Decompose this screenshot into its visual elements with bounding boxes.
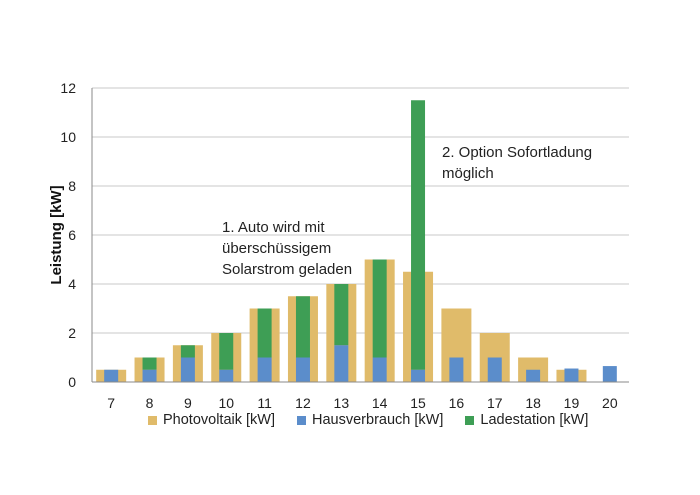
axes <box>91 88 629 383</box>
bar-ladestation-15 <box>411 100 426 370</box>
x-tick-label: 12 <box>295 395 311 411</box>
y-tick-label: 2 <box>68 325 76 341</box>
legend-swatch-ladestation <box>465 415 475 425</box>
bar-ladestation-14 <box>372 259 387 358</box>
x-tick-label: 13 <box>334 395 350 411</box>
x-tick-label: 19 <box>564 395 580 411</box>
legend-swatch-hausverbrauch <box>297 415 307 425</box>
bar-ladestation-8 <box>142 357 157 370</box>
bar-hausverbrauch-16 <box>449 357 464 382</box>
legend: Photovoltaik [kW] Hausverbrauch [kW] Lad… <box>148 412 588 428</box>
legend-label-ladestation: Ladestation [kW] <box>480 412 589 428</box>
legend-label-photovoltaik: Photovoltaik [kW] <box>163 412 276 428</box>
legend-item-ladestation: Ladestation [kW] <box>465 412 588 428</box>
bar-hausverbrauch-19 <box>564 368 579 382</box>
bar-hausverbrauch-20 <box>602 366 617 382</box>
bar-hausverbrauch-8 <box>142 369 157 382</box>
y-tick-labels: 0 2 4 6 8 10 12 <box>60 80 76 390</box>
gridlines <box>92 87 629 334</box>
bar-hausverbrauch-18 <box>526 369 541 382</box>
x-tick-labels: 7 8 9 10 11 12 13 14 15 16 17 18 19 20 <box>107 395 618 411</box>
legend-item-photovoltaik: Photovoltaik [kW] <box>148 412 275 428</box>
bar-hausverbrauch-14 <box>372 357 387 382</box>
x-tick-label: 8 <box>146 395 154 411</box>
bar-ladestation-13 <box>334 284 349 346</box>
x-tick-label: 14 <box>372 395 388 411</box>
bar-hausverbrauch-11 <box>257 357 272 382</box>
y-tick-label: 6 <box>68 227 76 243</box>
bar-hausverbrauch-9 <box>180 357 195 382</box>
legend-swatch-photovoltaik <box>148 415 157 425</box>
y-tick-label: 4 <box>68 276 76 292</box>
bar-hausverbrauch-13 <box>334 345 349 382</box>
x-tick-label: 9 <box>184 395 192 411</box>
bar-hausverbrauch-10 <box>219 369 234 382</box>
x-tick-label: 18 <box>525 395 541 411</box>
bars <box>96 100 617 382</box>
legend-label-hausverbrauch: Hausverbrauch [kW] <box>312 412 444 428</box>
y-tick-label: 0 <box>68 374 76 390</box>
x-tick-label: 15 <box>410 395 426 411</box>
y-axis-label: Leistung [kW] <box>48 185 65 284</box>
bar-hausverbrauch-12 <box>295 357 310 382</box>
annotation-1: 1. Auto wird mit überschüssigem Solarstr… <box>222 219 353 278</box>
bar-hausverbrauch-17 <box>487 357 502 382</box>
y-tick-label: 12 <box>60 80 76 96</box>
x-tick-label: 16 <box>449 395 465 411</box>
legend-item-hausverbrauch: Hausverbrauch [kW] <box>297 412 443 428</box>
x-tick-label: 7 <box>107 395 115 411</box>
annotation-2: 2. Option Sofortladung möglich <box>442 144 593 182</box>
bar-hausverbrauch-15 <box>411 369 426 382</box>
y-tick-label: 10 <box>60 129 76 145</box>
bar-ladestation-9 <box>180 345 195 358</box>
y-tick-label: 8 <box>68 178 76 194</box>
x-tick-label: 17 <box>487 395 503 411</box>
bar-ladestation-12 <box>295 296 310 358</box>
x-tick-label: 20 <box>602 395 618 411</box>
bar-hausverbrauch-7 <box>104 369 119 382</box>
bar-ladestation-10 <box>219 333 234 370</box>
x-tick-label: 11 <box>257 395 272 411</box>
bar-ladestation-11 <box>257 308 272 358</box>
x-tick-label: 10 <box>218 395 234 411</box>
